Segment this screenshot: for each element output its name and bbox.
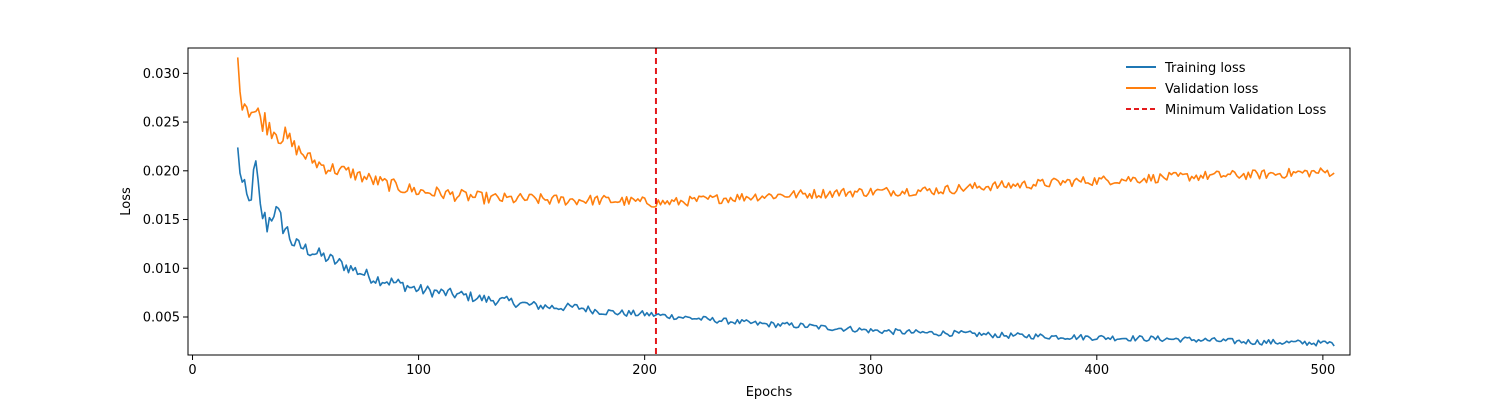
series-line-validation-loss [236, 57, 1335, 208]
x-tick-label: 400 [1084, 363, 1109, 378]
legend-label-training-loss: Training loss [1164, 61, 1246, 76]
plot-area [187, 47, 1351, 356]
legend: Training loss Validation loss Minimum Va… [1126, 61, 1326, 118]
series-group [236, 57, 1335, 347]
legend-label-validation-loss: Validation loss [1165, 82, 1259, 97]
legend-label-min-validation-loss: Minimum Validation Loss [1165, 103, 1326, 118]
y-tick-label: 0.030 [143, 67, 180, 82]
x-tick-label: 200 [632, 363, 657, 378]
y-tick-label: 0.005 [143, 310, 180, 325]
x-tick-label: 0 [188, 363, 196, 378]
y-axis: 0.005 0.010 0.015 0.020 0.025 0.030 [143, 67, 188, 325]
x-axis: 0 100 200 300 400 500 [188, 355, 1335, 378]
y-tick-label: 0.025 [143, 116, 180, 131]
y-tick-label: 0.020 [143, 164, 180, 179]
x-axis-title: Epochs [746, 385, 793, 400]
y-tick-label: 0.015 [143, 213, 180, 228]
y-axis-title: Loss [119, 187, 134, 216]
y-tick-label: 0.010 [143, 262, 180, 277]
x-tick-label: 300 [858, 363, 883, 378]
x-tick-label: 100 [406, 363, 431, 378]
plot-frame [187, 47, 1351, 356]
x-tick-label: 500 [1310, 363, 1335, 378]
series-line-training-loss [236, 147, 1335, 347]
